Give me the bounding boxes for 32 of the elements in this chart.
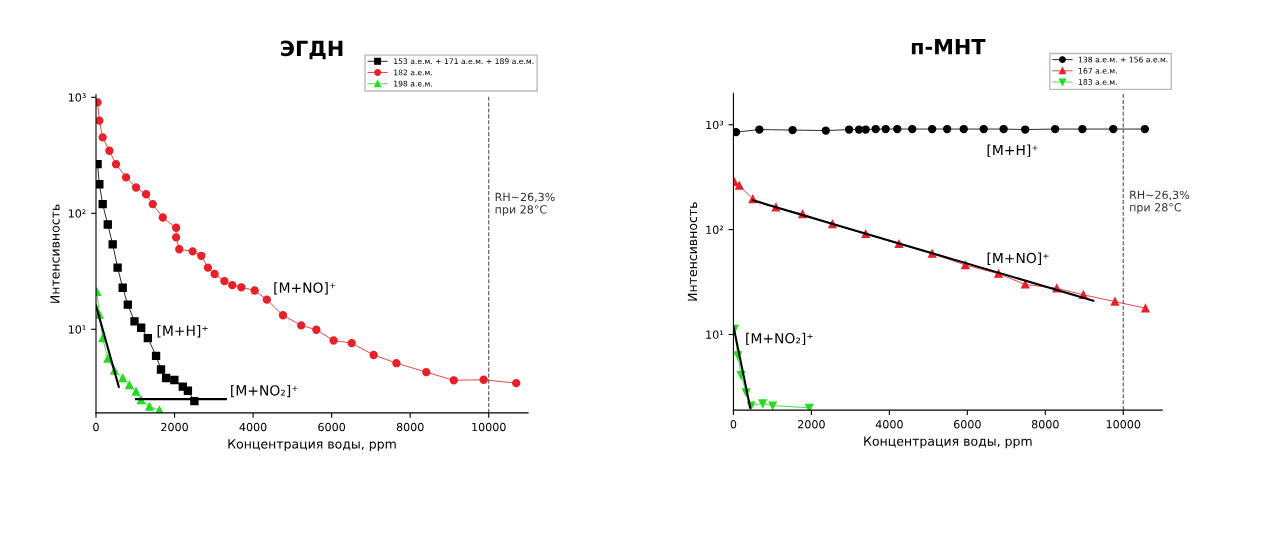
annotation: [M+H]⁺ <box>157 325 208 338</box>
y-axis-title: Интенсивность <box>687 202 698 301</box>
x-tick-label: 6000 <box>318 422 346 432</box>
y-tick-label: 10³ <box>706 120 724 130</box>
x-tick-label: 6000 <box>953 420 981 429</box>
x-tick-label: 0 <box>93 422 99 432</box>
y-tick-label: 10² <box>68 209 86 218</box>
y-tick-label: 10¹ <box>706 330 724 339</box>
x-tick-label: 4000 <box>239 422 267 432</box>
x-tick-label: 2000 <box>161 422 188 432</box>
y-axis-title: Интенсивность <box>50 204 60 303</box>
x-tick-label: 0 <box>730 420 737 429</box>
x-tick-label: 8000 <box>1031 420 1059 429</box>
chart-title: п-МНТ <box>911 39 986 55</box>
annotation: [M+NO₂]⁺ <box>746 332 813 346</box>
x-tick-label: 2000 <box>798 420 825 429</box>
annotation: [M+NO]⁺ <box>274 282 336 295</box>
x-axis-title: Концентрация воды, ppm <box>864 436 1032 449</box>
y-tick-label: 10² <box>706 225 724 234</box>
y-tick-label: 10¹ <box>68 325 86 334</box>
x-axis-title: Концентрация воды, ppm <box>228 439 396 452</box>
x-tick-label: 4000 <box>875 420 903 429</box>
x-tick-label: 8000 <box>396 422 424 432</box>
annotation: [M+NO]⁺ <box>987 252 1049 265</box>
annotation: [M+NO₂]⁺ <box>231 384 298 398</box>
ref-line-label: RH~26,3% при 28°C <box>495 192 555 216</box>
chart-title: ЭГДН <box>281 40 343 60</box>
x-tick-label: 10000 <box>1106 420 1141 429</box>
y-tick-label: 10³ <box>68 93 86 102</box>
x-tick-label: 10000 <box>472 422 506 432</box>
annotation: [M+H]⁺ <box>987 144 1038 157</box>
ref-line-label: RH~26,3% при 28°C <box>1130 190 1190 214</box>
